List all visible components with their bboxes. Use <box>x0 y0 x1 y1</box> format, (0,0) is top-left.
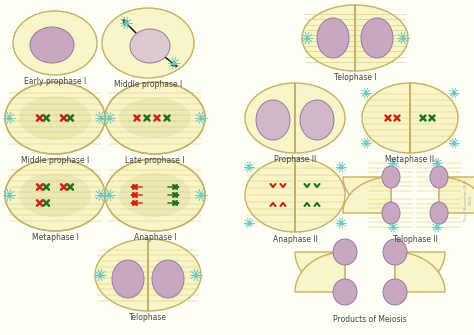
Text: Priya Bhooshan M.D.
2009: Priya Bhooshan M.D. 2009 <box>464 179 472 221</box>
Ellipse shape <box>361 18 393 58</box>
Polygon shape <box>302 5 355 71</box>
Polygon shape <box>395 252 445 292</box>
Text: Middle prophase I: Middle prophase I <box>114 80 182 89</box>
Ellipse shape <box>383 239 407 265</box>
Polygon shape <box>295 83 345 153</box>
Ellipse shape <box>383 279 407 305</box>
Polygon shape <box>439 177 474 213</box>
Text: Prophase II: Prophase II <box>274 155 316 164</box>
Ellipse shape <box>5 82 105 154</box>
Ellipse shape <box>112 260 144 298</box>
Polygon shape <box>355 5 408 71</box>
Text: Telophase II: Telophase II <box>392 235 438 244</box>
Polygon shape <box>343 177 391 213</box>
Polygon shape <box>362 83 410 153</box>
Ellipse shape <box>105 82 205 154</box>
Ellipse shape <box>382 166 400 188</box>
Polygon shape <box>395 252 445 292</box>
Polygon shape <box>148 239 201 311</box>
Polygon shape <box>410 83 458 153</box>
Polygon shape <box>95 239 148 311</box>
Ellipse shape <box>102 8 194 78</box>
Text: Middle prophase I: Middle prophase I <box>21 156 89 165</box>
Polygon shape <box>343 177 391 213</box>
Ellipse shape <box>19 96 91 140</box>
Ellipse shape <box>152 260 184 298</box>
Polygon shape <box>295 252 345 292</box>
Ellipse shape <box>30 27 74 63</box>
Ellipse shape <box>5 159 105 231</box>
Polygon shape <box>295 158 345 232</box>
Ellipse shape <box>430 166 448 188</box>
Text: Anaphase I: Anaphase I <box>134 233 176 242</box>
Text: Telophase: Telophase <box>129 313 167 322</box>
Text: Metaphase II: Metaphase II <box>385 155 435 164</box>
Ellipse shape <box>19 173 91 217</box>
Ellipse shape <box>105 159 205 231</box>
Polygon shape <box>245 158 295 232</box>
Ellipse shape <box>119 173 191 217</box>
Ellipse shape <box>13 11 97 75</box>
Ellipse shape <box>317 18 349 58</box>
Ellipse shape <box>333 239 357 265</box>
Text: Anaphase II: Anaphase II <box>273 235 318 244</box>
Ellipse shape <box>430 202 448 224</box>
Text: Late prophase I: Late prophase I <box>125 156 185 165</box>
Ellipse shape <box>256 100 290 140</box>
Text: Early prophase I: Early prophase I <box>24 77 86 86</box>
Ellipse shape <box>130 29 170 63</box>
Polygon shape <box>439 177 474 213</box>
Ellipse shape <box>300 100 334 140</box>
Text: Telophase I: Telophase I <box>334 73 376 82</box>
Ellipse shape <box>119 98 191 138</box>
Ellipse shape <box>333 279 357 305</box>
Text: Products of Meiosis: Products of Meiosis <box>333 315 407 324</box>
Ellipse shape <box>382 202 400 224</box>
Polygon shape <box>295 252 345 292</box>
Polygon shape <box>245 83 295 153</box>
Text: Metaphase I: Metaphase I <box>32 233 78 242</box>
